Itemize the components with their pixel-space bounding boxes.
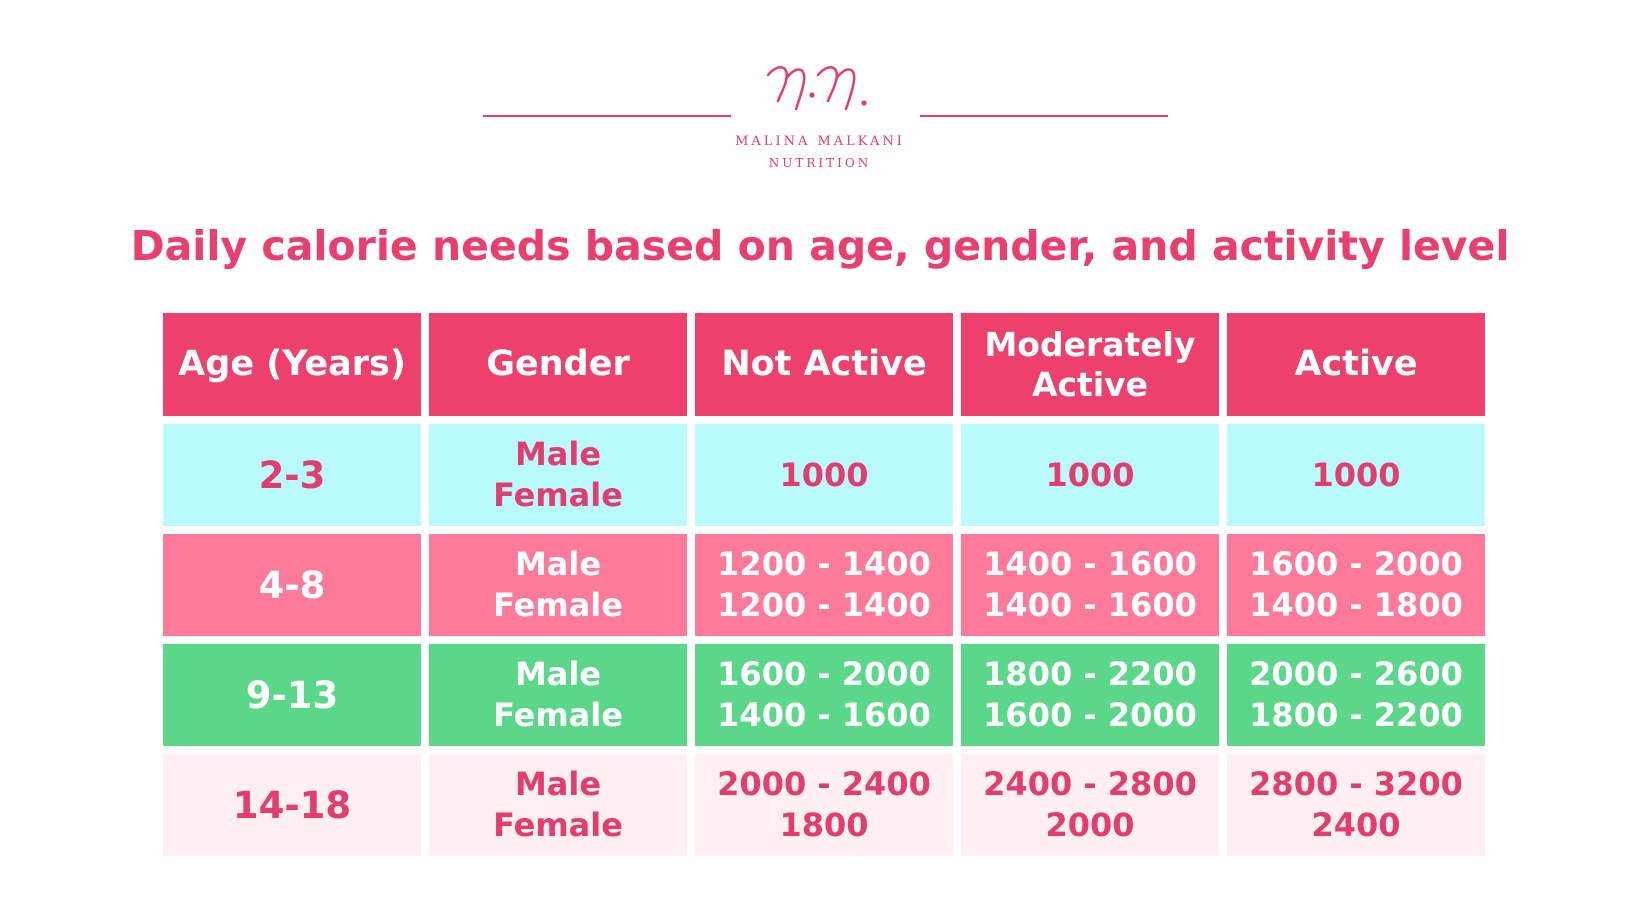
not-active-cell: 1600 - 2000 1400 - 1600 xyxy=(695,644,953,746)
gender-female: Female xyxy=(493,806,623,844)
value-male: 1600 - 2000 xyxy=(717,655,931,693)
value-male: 2400 - 2800 xyxy=(983,765,1197,803)
value-female: 2400 xyxy=(1311,806,1401,844)
header-active: Active xyxy=(1227,313,1485,416)
moderately-active-cell: 1400 - 1600 1400 - 1600 xyxy=(961,534,1219,636)
active-cell: 2800 - 3200 2400 xyxy=(1227,754,1485,856)
active-cell: 2000 - 2600 1800 - 2200 xyxy=(1227,644,1485,746)
logo-divider-left xyxy=(483,115,731,117)
moderately-active-cell: 2400 - 2800 2000 xyxy=(961,754,1219,856)
value-male: 1000 xyxy=(1311,455,1401,494)
moderately-active-cell: 1000 xyxy=(961,424,1219,526)
age-cell: 4-8 xyxy=(163,534,421,636)
gender-male: Male xyxy=(514,765,602,803)
value-female: 1400 - 1600 xyxy=(717,696,931,734)
header-gender: Gender xyxy=(429,313,687,416)
gender-cell: Male Female xyxy=(429,534,687,636)
active-cell: 1600 - 2000 1400 - 1800 xyxy=(1227,534,1485,636)
gender-cell: Male Female xyxy=(429,644,687,746)
gender-female: Female xyxy=(493,476,623,514)
value-female: 1400 - 1600 xyxy=(983,586,1197,624)
brand-tagline: Nutrition xyxy=(768,156,872,170)
value-female: 2000 xyxy=(1045,806,1135,844)
header-moderately-active: Moderately Active xyxy=(961,313,1219,416)
gender-female: Female xyxy=(493,586,623,624)
gender-female: Female xyxy=(493,696,623,734)
header-moderately-active-text: Moderately Active xyxy=(984,324,1196,404)
age-cell: 9-13 xyxy=(163,644,421,746)
gender-male: Male xyxy=(514,655,602,693)
value-female: 1800 - 2200 xyxy=(1249,696,1463,734)
age-cell: 14-18 xyxy=(163,754,421,856)
moderately-active-cell: 1800 - 2200 1600 - 2000 xyxy=(961,644,1219,746)
not-active-cell: 2000 - 2400 1800 xyxy=(695,754,953,856)
value-female: 1200 - 1400 xyxy=(717,586,931,624)
not-active-cell: 1000 xyxy=(695,424,953,526)
calorie-table: Age (Years) Gender Not Active Moderately… xyxy=(163,313,1485,856)
gender-cell: Male Female xyxy=(429,424,687,526)
value-male: 1000 xyxy=(779,455,869,494)
page-title: Daily calorie needs based on age, gender… xyxy=(130,222,1510,270)
value-female: 1800 xyxy=(779,806,869,844)
gender-cell: Male Female xyxy=(429,754,687,856)
header-age: Age (Years) xyxy=(163,313,421,416)
logo-monogram-icon xyxy=(766,66,867,111)
active-cell: 1000 xyxy=(1227,424,1485,526)
value-male: 1600 - 2000 xyxy=(1249,545,1463,583)
gender-male: Male xyxy=(514,435,602,473)
value-male: 1200 - 1400 xyxy=(717,545,931,583)
value-male: 1800 - 2200 xyxy=(983,655,1197,693)
value-female: 1600 - 2000 xyxy=(983,696,1197,734)
value-female: 1400 - 1800 xyxy=(1249,586,1463,624)
brand-name: Malina Malkani xyxy=(735,134,905,149)
value-male: 1400 - 1600 xyxy=(983,545,1197,583)
value-male: 2000 - 2400 xyxy=(717,765,931,803)
value-male: 2000 - 2600 xyxy=(1249,655,1463,693)
logo-divider-right xyxy=(920,115,1168,117)
value-male: 1000 xyxy=(1045,455,1135,494)
age-cell: 2-3 xyxy=(163,424,421,526)
value-male: 2800 - 3200 xyxy=(1249,765,1463,803)
gender-male: Male xyxy=(514,545,602,583)
header-not-active: Not Active xyxy=(695,313,953,416)
not-active-cell: 1200 - 1400 1200 - 1400 xyxy=(695,534,953,636)
